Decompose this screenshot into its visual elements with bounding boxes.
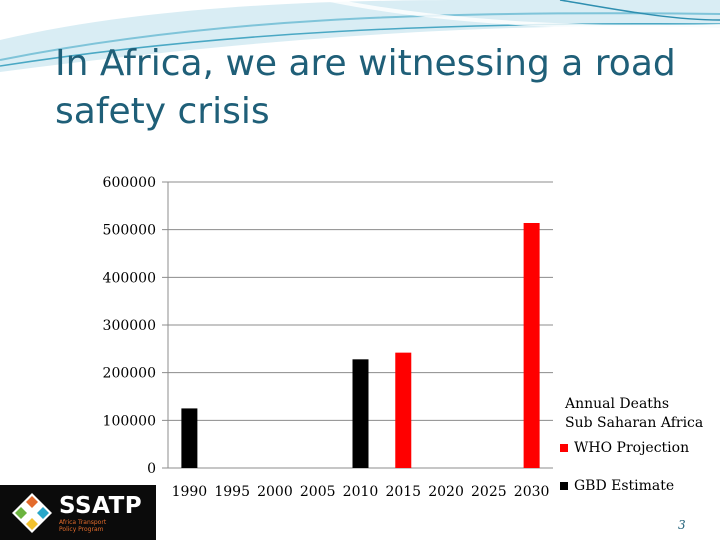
- logo-tagline-line2: Policy Program: [59, 526, 104, 533]
- legend-swatch-gbd: [560, 482, 568, 490]
- logo-tagline: Africa Transport Policy Program: [59, 519, 149, 533]
- x-tick-label: 2000: [257, 484, 293, 500]
- x-tick-label: 2030: [514, 484, 550, 500]
- legend-title-line1: Annual Deaths: [565, 396, 670, 412]
- x-axis-ticks: 1990 1995 2000 2005 2010 2015 2020 2025 2030: [172, 484, 550, 500]
- legend-title: Annual Deaths Sub Saharan Africa: [565, 395, 703, 433]
- bars: [181, 222, 540, 468]
- x-tick-label: 2015: [385, 484, 421, 500]
- x-tick-label: 1995: [214, 484, 250, 500]
- header-swoosh-decoration: [0, 0, 720, 72]
- bar-gbd-estimate-1990: [181, 408, 198, 468]
- logo-tagline-line1: Africa Transport: [59, 519, 107, 526]
- legend-label-who: WHO Projection: [574, 440, 690, 456]
- bar-who-projection-2015: [395, 352, 412, 468]
- x-tick-label: 2005: [300, 484, 336, 500]
- bar-gbd-estimate-2010: [352, 359, 369, 468]
- y-tick-label: 200000: [103, 366, 156, 382]
- x-tick-label: 2020: [428, 484, 464, 500]
- bar-who-projection-2030: [523, 222, 540, 468]
- y-tick-label: 300000: [103, 318, 156, 334]
- legend-item-gbd-estimate: GBD Estimate: [560, 478, 674, 494]
- logo-mark-icon: [12, 493, 52, 533]
- y-tick-label: 500000: [103, 223, 156, 239]
- legend-swatch-who: [560, 444, 568, 452]
- y-tick-label: 400000: [103, 270, 156, 286]
- slide-title: In Africa, we are witnessing a road safe…: [55, 43, 676, 132]
- legend-label-gbd: GBD Estimate: [574, 478, 675, 494]
- legend-item-who-projection: WHO Projection: [560, 440, 689, 456]
- x-tick-label: 2025: [471, 484, 507, 500]
- y-axis-ticks: 0 100000 200000 300000 400000 500000 600000: [103, 175, 156, 477]
- y-tick-label: 100000: [103, 413, 156, 429]
- y-tick-label: 600000: [103, 175, 156, 191]
- page-number: 3: [678, 518, 686, 532]
- logo-name: SSATP: [59, 493, 143, 519]
- legend-title-line2: Sub Saharan Africa: [565, 415, 704, 431]
- ssatp-logo: SSATP Africa Transport Policy Program: [0, 485, 156, 540]
- x-tick-label: 1990: [172, 484, 208, 500]
- y-tick-label: 0: [147, 461, 156, 477]
- x-tick-label: 2010: [343, 484, 379, 500]
